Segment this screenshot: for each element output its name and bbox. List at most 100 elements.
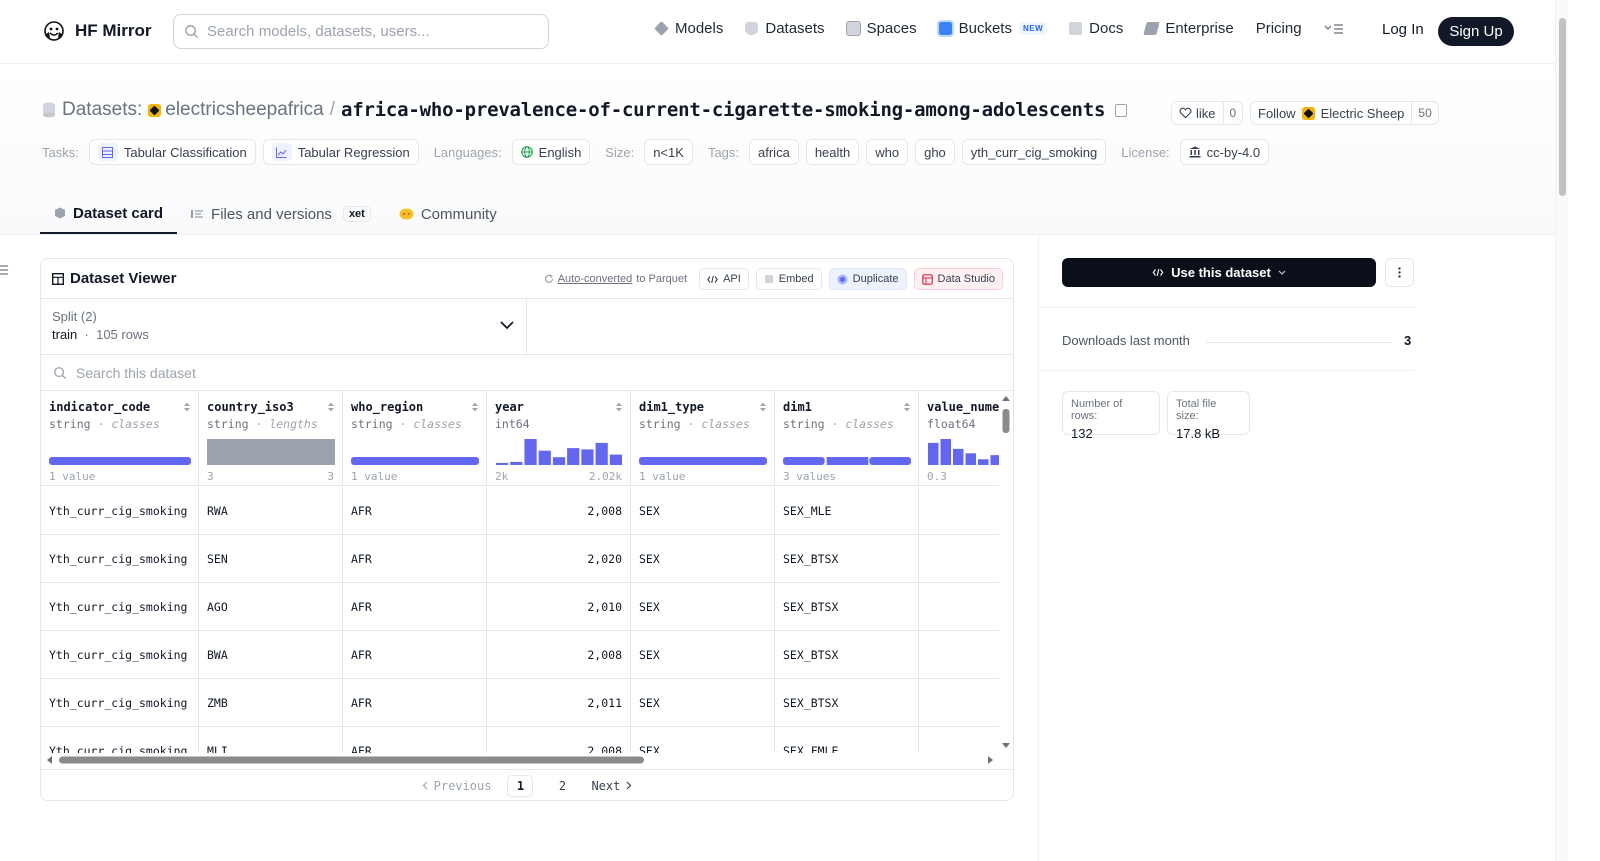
signup-button[interactable]: Sign Up — [1438, 17, 1514, 46]
column-header-dim1[interactable]: dim1 string · classes 3 values — [775, 391, 919, 486]
data-studio-button[interactable]: Data Studio — [913, 268, 1003, 290]
tag-africa[interactable]: africa — [749, 139, 799, 165]
class-bar — [783, 457, 825, 465]
auto-converted-link[interactable]: Auto-converted — [557, 273, 633, 285]
table-row[interactable]: Yth_curr_cig_smoking SEN AFR 2,020 SEX SEX_BT… — [41, 535, 999, 583]
column-type: string · classes — [49, 417, 160, 431]
tag-english[interactable]: English — [511, 139, 591, 165]
column-header-dim1-type[interactable]: dim1_type string · classes 1 value — [631, 391, 775, 486]
table-cell: Yth_curr_cig_smoking — [41, 631, 199, 679]
like-label: like — [1196, 105, 1216, 121]
tab-files-and-versions[interactable]: Files and versions xet — [177, 194, 385, 234]
repo-owner-link[interactable]: electricsheepafrica — [148, 99, 324, 121]
tags-label: Tags: — [707, 144, 740, 160]
table-cell: SEX_MLE — [775, 487, 919, 535]
size-label: Size: — [605, 144, 635, 160]
dataset-search[interactable] — [41, 355, 1013, 391]
table-row[interactable]: Yth_curr_cig_smoking RWA AFR 2,008 SEX SEX_ML… — [41, 487, 999, 535]
tag-gho[interactable]: gho — [915, 139, 955, 165]
histogram-bar — [552, 457, 566, 465]
table-cell — [919, 535, 999, 583]
tag-tabular-classification[interactable]: Tabular Classification — [88, 139, 256, 165]
login-link[interactable]: Log In — [1382, 21, 1424, 38]
divider — [1040, 307, 1414, 308]
global-search-input[interactable] — [207, 23, 527, 40]
page-2-button[interactable]: 2 — [558, 778, 567, 793]
split-selector[interactable]: Split (2) train · 105 rows — [41, 299, 527, 354]
sidebar-toggle-icon[interactable] — [0, 264, 8, 276]
nav-models[interactable]: Models — [654, 20, 723, 37]
sort-icon[interactable] — [903, 401, 911, 413]
right-sidebar — [1038, 235, 1555, 861]
tag-size[interactable]: n<1K — [644, 139, 693, 165]
column-type: int64 — [495, 417, 530, 431]
embed-button[interactable]: Embed — [755, 268, 822, 290]
sort-icon[interactable] — [471, 401, 479, 413]
tab-community[interactable]: Community — [385, 194, 511, 234]
histogram-bar — [595, 442, 608, 465]
next-page-button[interactable]: Next — [591, 779, 632, 793]
use-this-dataset-button[interactable]: Use this dataset — [1062, 258, 1376, 287]
brand-logo[interactable]: HF Mirror — [42, 19, 152, 43]
pagination: Previous 1 2 Next — [41, 769, 1013, 800]
column-range: 1 value — [639, 470, 686, 483]
tab-dataset-card[interactable]: Dataset card — [40, 194, 178, 234]
dataset-search-input[interactable] — [76, 364, 476, 381]
more-options-button[interactable] — [1385, 258, 1414, 287]
column-header-country-iso3[interactable]: country_iso3 string · lengths 3 3 — [199, 391, 343, 486]
table-cell: Yth_curr_cig_smoking — [41, 727, 199, 753]
column-header-value-nume[interactable]: value_nume float64 0.3 — [919, 391, 999, 486]
sort-icon[interactable] — [183, 401, 191, 413]
table-row[interactable]: Yth_curr_cig_smoking MLI AFR 2,008 SEX SEX_FM… — [41, 727, 999, 753]
chart-line-icon — [271, 143, 292, 161]
page-1-button[interactable]: 1 — [507, 774, 534, 797]
column-header-indicator-code[interactable]: indicator_code string · classes 1 value — [41, 391, 199, 486]
nav-pricing[interactable]: Pricing — [1256, 20, 1302, 37]
table-cell — [919, 631, 999, 679]
table-cell: SEX — [631, 487, 775, 535]
next-label: Next — [591, 778, 621, 793]
rows-stat: Number of rows: 132 — [1062, 391, 1160, 441]
file-size-stat-label: Total file size: — [1176, 398, 1217, 422]
sort-icon[interactable] — [327, 401, 335, 413]
nav-datasets[interactable]: Datasets — [745, 20, 825, 37]
nav-buckets[interactable]: Buckets NEW — [936, 20, 1048, 37]
sort-icon[interactable] — [615, 401, 623, 413]
tag-health[interactable]: health — [805, 139, 860, 165]
previous-page-button[interactable]: Previous — [422, 779, 491, 793]
tag-license[interactable]: cc-by-4.0 — [1179, 139, 1270, 165]
page-scrollbar[interactable] — [1555, 0, 1568, 861]
nav-more-menu[interactable] — [1324, 23, 1344, 35]
page-scrollbar-thumb[interactable] — [1559, 18, 1566, 196]
table-cell: SEX — [631, 727, 775, 753]
horizontal-scrollbar[interactable] — [41, 753, 999, 767]
tag-who[interactable]: who — [866, 139, 909, 165]
tag-yth-curr-cig-smoking[interactable]: yth_curr_cig_smoking — [961, 139, 1107, 165]
histogram-bar — [990, 455, 999, 465]
tag-tabular-regression[interactable]: Tabular Regression — [262, 139, 419, 165]
nav-enterprise[interactable]: Enterprise — [1143, 20, 1234, 37]
tags-row: Tasks: Tabular Classification Tabular Re… — [42, 139, 1270, 165]
column-header-year[interactable]: year int64 2k 2.02k — [487, 391, 631, 486]
copy-icon[interactable] — [1115, 103, 1128, 117]
nav-spaces[interactable]: Spaces — [845, 20, 917, 37]
api-button[interactable]: API — [699, 268, 749, 290]
column-range: 1 value — [49, 470, 96, 483]
duplicate-button[interactable]: Duplicate — [828, 268, 907, 290]
dataset-name[interactable]: africa-who-prevalence-of-current-cigaret… — [340, 99, 1106, 121]
like-button[interactable]: like 0 — [1171, 101, 1244, 125]
table-cell: AFR — [343, 631, 487, 679]
top-navbar: HF Mirror Models Datasets Spaces Buckets… — [0, 0, 1555, 64]
bank-icon — [1189, 146, 1201, 158]
vertical-scrollbar[interactable] — [999, 391, 1013, 753]
table-row[interactable]: Yth_curr_cig_smoking ZMB AFR 2,011 SEX SEX_BT… — [41, 679, 999, 727]
class-bar — [49, 457, 191, 465]
nav-docs[interactable]: Docs — [1069, 20, 1123, 37]
follow-button[interactable]: Follow Electric Sheep 50 — [1250, 101, 1439, 125]
global-search[interactable] — [173, 14, 549, 49]
table-row[interactable]: Yth_curr_cig_smoking BWA AFR 2,008 SEX SEX_BT… — [41, 631, 999, 679]
table-row[interactable]: Yth_curr_cig_smoking AGO AFR 2,010 SEX SEX_BT… — [41, 583, 999, 631]
column-header-who-region[interactable]: who_region string · classes 1 value — [343, 391, 487, 486]
use-this-dataset-label: Use this dataset — [1171, 265, 1271, 280]
sort-icon[interactable] — [759, 401, 767, 413]
